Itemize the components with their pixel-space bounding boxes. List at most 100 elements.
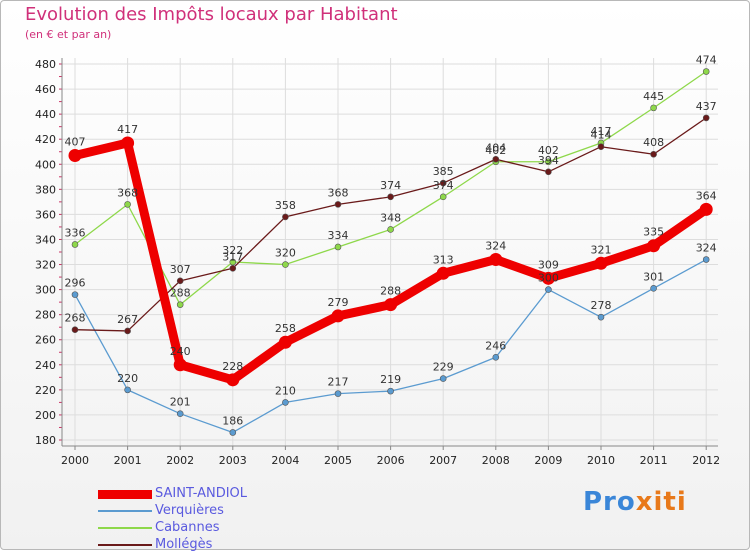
legend-swatch: [98, 527, 152, 529]
data-label: 307: [170, 263, 191, 276]
data-label: 228: [222, 360, 243, 373]
series-point-2: [439, 193, 447, 201]
y-tick-label: 180: [35, 434, 56, 447]
y-tick-label: 400: [35, 158, 56, 171]
data-label: 402: [485, 144, 506, 157]
data-label: 288: [380, 285, 401, 298]
series-point-1: [597, 313, 605, 321]
data-label: 186: [222, 414, 243, 427]
series-point-3: [124, 327, 131, 335]
y-tick-label: 240: [35, 359, 56, 372]
y-tick-label: 280: [35, 309, 56, 322]
data-label: 268: [65, 312, 86, 325]
data-label: 246: [485, 339, 506, 352]
data-label: 374: [433, 179, 454, 192]
x-tick-label: 2001: [114, 454, 142, 467]
series-point-0: [594, 256, 608, 270]
data-label: 408: [643, 136, 664, 149]
y-tick-label: 460: [35, 83, 56, 96]
data-label: 309: [538, 258, 559, 271]
data-label: 368: [328, 186, 349, 199]
data-label: 324: [485, 240, 506, 253]
legend-label: Verquières: [155, 503, 224, 518]
series-point-0: [68, 148, 82, 162]
series-point-1: [702, 256, 710, 263]
data-label: 301: [643, 270, 664, 283]
series-lines: [68, 68, 713, 436]
data-label: 317: [222, 250, 243, 263]
series-point-0: [647, 239, 661, 253]
series-point-1: [545, 286, 552, 293]
series-point-1: [334, 390, 342, 397]
chart-subtitle: (en € et par an): [25, 28, 112, 41]
data-label: 407: [65, 135, 86, 148]
x-tick-label: 2006: [377, 454, 405, 467]
data-label: 364: [696, 189, 717, 202]
data-label: 320: [275, 247, 296, 260]
series-point-1: [650, 285, 657, 292]
data-label: 313: [433, 253, 454, 266]
series-point-1: [229, 429, 237, 436]
data-label: 258: [275, 322, 296, 335]
series-point-3: [650, 150, 657, 158]
series-point-0: [226, 373, 240, 387]
series-point-0: [384, 298, 398, 312]
series-point-1: [387, 387, 394, 395]
data-label: 278: [591, 299, 612, 312]
data-label: 336: [65, 226, 86, 239]
series-point-0: [541, 271, 555, 285]
legend-label: Cabannes: [155, 520, 220, 535]
data-labels: 407 417 240 228 258 279 288 313 324 309 321 335 364 2…: [65, 54, 717, 428]
series-point-1: [176, 410, 184, 417]
data-label: 210: [275, 384, 296, 397]
data-label: 324: [696, 242, 717, 255]
y-tick-label: 420: [35, 133, 56, 146]
series-point-1: [124, 386, 131, 394]
data-label: 321: [591, 243, 612, 256]
data-label: 358: [275, 199, 296, 212]
series-point-1: [492, 353, 500, 361]
data-label: 394: [538, 154, 559, 167]
series-point-2: [650, 104, 657, 112]
data-label: 300: [538, 272, 559, 285]
data-label: 296: [65, 277, 86, 290]
data-label: 414: [591, 129, 612, 142]
series-point-3: [597, 143, 605, 151]
series-point-3: [176, 277, 184, 285]
x-tick-label: 2007: [429, 454, 457, 467]
series-point-0: [121, 136, 135, 150]
data-label: 201: [170, 396, 191, 409]
series-point-3: [71, 326, 79, 334]
series-point-3: [545, 168, 552, 176]
y-tick-label: 360: [35, 208, 56, 221]
legend-label: Mollégès: [155, 537, 213, 552]
series-point-0: [331, 309, 345, 323]
series-point-3: [282, 213, 289, 221]
x-tick-label: 2012: [692, 454, 720, 467]
data-label: 322: [222, 244, 243, 257]
series-point-2: [334, 243, 342, 251]
data-label: 417: [117, 123, 138, 136]
x-tick-label: 2008: [482, 454, 510, 467]
y-tick-label: 440: [35, 108, 56, 121]
legend-swatch: [98, 489, 152, 499]
series-point-0: [278, 335, 292, 349]
data-label: 229: [433, 361, 454, 374]
axes: 180 200 220 240 260 280 300 320 340 360 380 400 420 4…: [35, 58, 720, 467]
x-tick-label: 2009: [534, 454, 562, 467]
y-tick-label: 340: [35, 233, 56, 246]
x-tick-label: 2003: [219, 454, 247, 467]
series-point-2: [282, 261, 289, 268]
series-point-1: [282, 399, 289, 406]
data-label: 240: [170, 345, 191, 358]
proxiti-logo: Proxiti: [583, 487, 687, 517]
chart-title: Evolution des Impôts locaux par Habitant: [25, 4, 398, 25]
x-tick-label: 2005: [324, 454, 352, 467]
data-label: 417: [591, 125, 612, 138]
series-point-3: [702, 114, 710, 122]
data-label: 220: [117, 372, 138, 385]
data-label: 348: [380, 211, 401, 224]
series-point-0: [173, 358, 187, 372]
data-label: 288: [170, 287, 191, 300]
